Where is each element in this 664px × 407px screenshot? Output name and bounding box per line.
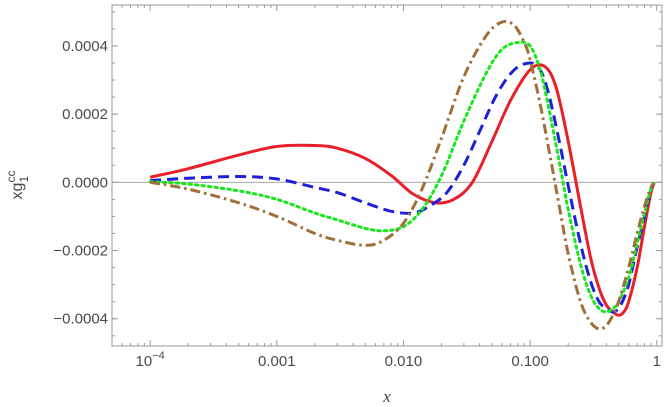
y-axis-title-sup: cc — [4, 171, 18, 183]
series-line-dashed — [150, 61, 656, 314]
y-tick-label: 0.0002 — [62, 106, 108, 123]
plot-frame — [111, 4, 663, 347]
x-tick-label-main: 1 — [653, 353, 661, 370]
y-axis: 0.0004 0.0002 0.0000 −0.0002 −0.0004 — [53, 11, 662, 337]
y-tick-label: −0.0004 — [53, 311, 108, 328]
x-tick-label-main: 0.001 — [258, 353, 296, 370]
x-tick-label: 0.010 — [385, 353, 423, 370]
x-axis-title: x — [382, 387, 391, 406]
series-line-dash-dot — [149, 19, 656, 331]
y-axis-title-main: xg — [9, 183, 26, 200]
x-tick-label-main: 10 — [136, 353, 153, 370]
x-tick-label: 0.001 — [258, 353, 296, 370]
x-axis: 10−4 0.001 0.010 0.100 1 — [111, 5, 661, 370]
y-tick-label: 0.0000 — [62, 174, 108, 191]
series-layer — [148, 19, 656, 331]
y-tick-label: 0.0004 — [62, 38, 108, 55]
x-tick-label: 10−4 — [136, 350, 165, 370]
svg-text:xgcc1: xgcc1 — [4, 171, 31, 200]
series-line-solid — [149, 63, 656, 317]
y-axis-title: xgcc1 — [4, 171, 31, 200]
x-tick-label-main: 0.010 — [385, 353, 423, 370]
x-tick-label-sup: −4 — [152, 350, 165, 362]
x-tick-label-main: 0.100 — [511, 353, 549, 370]
y-tick-label: −0.0002 — [53, 243, 108, 260]
x-tick-label: 0.100 — [511, 353, 549, 370]
x-tick-label: 1 — [653, 353, 661, 370]
y-axis-title-sub: 1 — [17, 176, 31, 183]
